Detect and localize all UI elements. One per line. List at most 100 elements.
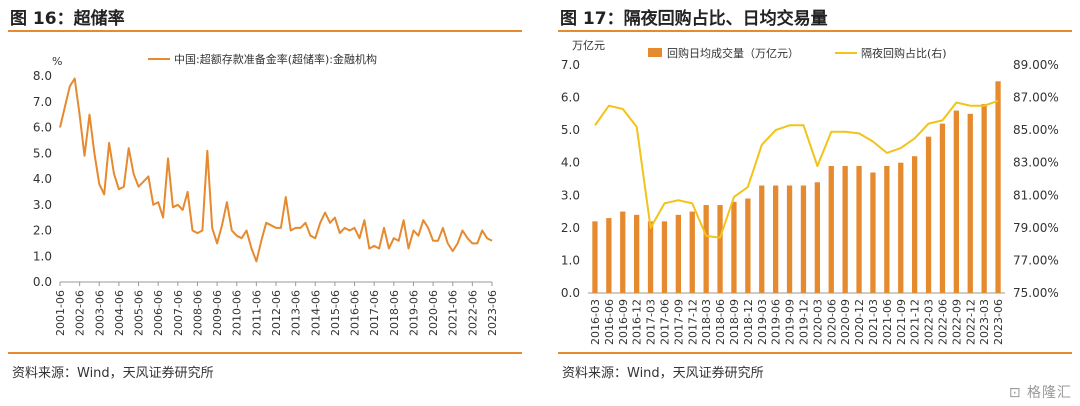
left-axis-unit-label: 万亿元 bbox=[572, 39, 605, 52]
x-tick-label: 2016-03 bbox=[589, 299, 602, 345]
repo-volume-bar bbox=[717, 205, 723, 293]
repo-volume-bar bbox=[689, 211, 695, 293]
left-y-tick-label: 7.0 bbox=[561, 58, 580, 72]
right-source-rule bbox=[558, 352, 1072, 354]
x-tick-label: 2017-03 bbox=[645, 299, 658, 345]
right-y-tick-label: 79.00% bbox=[1013, 221, 1059, 235]
right-y-tick-label: 87.00% bbox=[1013, 91, 1059, 105]
repo-volume-bar bbox=[981, 104, 987, 293]
x-tick-label: 2016-06 bbox=[349, 290, 362, 336]
x-tick-label: 2020-03 bbox=[811, 299, 824, 345]
y-tick-label: 0.0 bbox=[33, 275, 52, 289]
reserve-ratio-chart: % 0.0 1.0 2.0 3.0 4.0 5.0 6.0 7.0 8.0 2001-06 2002-… bbox=[33, 52, 499, 336]
y-axis-unit-label: % bbox=[52, 55, 62, 68]
x-tick-label: 2023-06 bbox=[992, 299, 1005, 345]
repo-volume-bar bbox=[634, 214, 640, 293]
x-tick-label: 2023-03 bbox=[978, 299, 991, 345]
right-chart-panel: 图 17：隔夜回购占比、日均交易量 万亿元 0.0 1.0 2.0 3.0 4.0 5.0 6… bbox=[550, 0, 1080, 406]
y-tick-label: 4.0 bbox=[33, 172, 52, 186]
x-tick-label: 2002-06 bbox=[74, 290, 87, 336]
left-source-rule bbox=[8, 352, 522, 354]
repo-volume-bar bbox=[675, 214, 681, 293]
legend-bar-swatch bbox=[648, 48, 662, 57]
x-tick-label: 2020-06 bbox=[427, 290, 440, 336]
left-y-tick-label: 6.0 bbox=[561, 91, 580, 105]
x-tick-label: 2022-09 bbox=[950, 299, 963, 345]
left-source-text: 资料来源：Wind，天风证券研究所 bbox=[12, 366, 214, 381]
y-tick-label: 2.0 bbox=[33, 224, 52, 238]
reserve-ratio-line bbox=[59, 77, 493, 263]
repo-volume-bar bbox=[953, 110, 959, 293]
repo-volume-bar bbox=[800, 185, 807, 293]
y-tick-label: 5.0 bbox=[33, 146, 52, 160]
legend-label: 中国:超额存款准备金率(超储率):金融机构 bbox=[174, 52, 377, 66]
repo-volume-bar bbox=[967, 113, 973, 293]
repo-volume-bar bbox=[731, 201, 737, 293]
repo-volume-bar bbox=[939, 123, 946, 293]
y-tick-label: 8.0 bbox=[33, 69, 52, 83]
x-tick-label: 2018-12 bbox=[742, 299, 755, 345]
left-title-rule bbox=[8, 30, 522, 32]
x-tick-label: 2019-06 bbox=[770, 299, 783, 345]
left-y-tick-label: 5.0 bbox=[561, 123, 580, 137]
right-title-rule bbox=[558, 30, 1072, 32]
legend-bar-label: 回购日均成交量（万亿元） bbox=[667, 46, 799, 60]
repo-volume-bar bbox=[856, 165, 862, 293]
y-tick-label: 6.0 bbox=[33, 121, 52, 135]
right-y-tick-label: 83.00% bbox=[1013, 156, 1059, 170]
x-tick-label: 2016-09 bbox=[617, 299, 630, 345]
x-tick-label: 2021-03 bbox=[867, 299, 880, 345]
x-tick-label: 2016-12 bbox=[631, 299, 644, 345]
x-tick-label: 2017-06 bbox=[658, 299, 671, 345]
x-tick-label: 2022-12 bbox=[964, 299, 977, 345]
repo-volume-bar bbox=[592, 221, 598, 293]
x-tick-label: 2011-06 bbox=[250, 290, 263, 336]
x-tick-label: 2020-12 bbox=[853, 299, 866, 345]
x-tick-label: 2019-03 bbox=[756, 299, 769, 345]
x-tick-label: 2021-06 bbox=[881, 299, 894, 345]
x-tick-label: 2022-06 bbox=[936, 299, 949, 345]
left-y-tick-label: 2.0 bbox=[561, 221, 580, 235]
repo-volume-bar bbox=[759, 185, 765, 293]
overnight-share-line bbox=[594, 99, 999, 239]
watermark-text: 格隆汇 bbox=[1027, 385, 1072, 401]
x-tick-label: 2017-09 bbox=[672, 299, 685, 345]
left-y-tick-label: 4.0 bbox=[561, 156, 580, 170]
x-tick-label: 2018-06 bbox=[714, 299, 727, 345]
x-tick-label: 2019-12 bbox=[797, 299, 810, 345]
x-tick-label: 2001-06 bbox=[54, 290, 67, 336]
y-tick-label: 1.0 bbox=[33, 249, 52, 263]
right-y-tick-label: 77.00% bbox=[1013, 253, 1059, 267]
left-y-tick-label: 1.0 bbox=[561, 253, 580, 267]
repo-volume-bar bbox=[995, 81, 1001, 294]
right-chart-title: 图 17：隔夜回购占比、日均交易量 bbox=[560, 9, 828, 29]
repo-volume-bar bbox=[620, 211, 626, 293]
watermark-logo: ⊡ 格隆汇 bbox=[1009, 382, 1072, 402]
x-tick-label: 2008-06 bbox=[191, 290, 204, 336]
x-tick-label: 2019-09 bbox=[784, 299, 797, 345]
left-chart-panel: 图 16：超储率 % 0.0 1.0 2.0 3.0 4.0 5.0 6.0 7.0 8.0 200… bbox=[0, 0, 530, 406]
x-tick-label: 2016-06 bbox=[603, 299, 616, 345]
repo-volume-chart: 万亿元 0.0 1.0 2.0 3.0 4.0 5.0 6.0 7.0 75.00% 77.00% 7… bbox=[561, 39, 1059, 345]
repo-volume-bar bbox=[786, 185, 793, 293]
x-tick-label: 2006-06 bbox=[152, 290, 165, 336]
repo-volume-bar bbox=[606, 218, 612, 293]
repo-volume-bar bbox=[828, 165, 834, 293]
right-y-tick-label: 81.00% bbox=[1013, 188, 1059, 202]
repo-volume-bar bbox=[912, 156, 918, 293]
right-y-tick-label: 85.00% bbox=[1013, 123, 1059, 137]
legend-line-label: 隔夜回购占比(右) bbox=[861, 46, 947, 60]
repo-volume-bar bbox=[661, 221, 668, 293]
repo-volume-bar bbox=[898, 162, 904, 293]
x-tick-label: 2022-03 bbox=[923, 299, 936, 345]
x-tick-label: 2003-06 bbox=[93, 290, 106, 336]
x-tick-label: 2022-06 bbox=[466, 290, 479, 336]
x-tick-label: 2013-06 bbox=[290, 290, 303, 336]
repo-volume-bar bbox=[925, 136, 932, 293]
x-tick-label: 2005-06 bbox=[133, 290, 146, 336]
x-tick-label: 2020-06 bbox=[825, 299, 838, 345]
y-tick-label: 3.0 bbox=[33, 198, 52, 212]
repo-volume-bar bbox=[647, 221, 654, 293]
x-tick-label: 2018-06 bbox=[388, 290, 401, 336]
repo-volume-bar bbox=[842, 165, 848, 293]
